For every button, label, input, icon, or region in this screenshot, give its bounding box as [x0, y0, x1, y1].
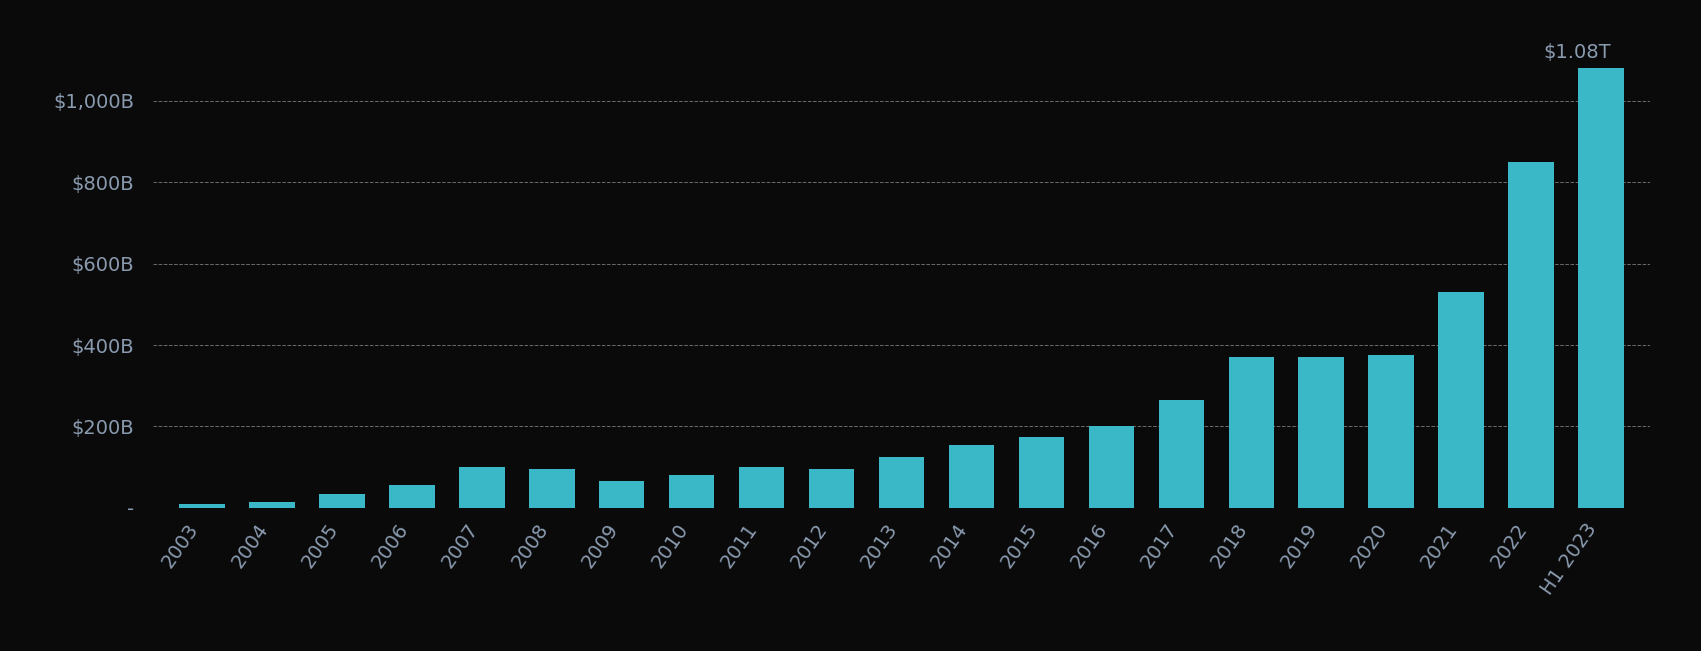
Bar [1298, 357, 1344, 508]
Bar [1019, 437, 1065, 508]
Bar [529, 469, 575, 508]
Bar [459, 467, 505, 508]
Bar [1509, 162, 1553, 508]
Bar [179, 504, 225, 508]
Bar [599, 481, 645, 508]
Bar [879, 457, 924, 508]
Bar [390, 486, 435, 508]
Bar [320, 493, 364, 508]
Bar [1228, 357, 1274, 508]
Text: $1.08T: $1.08T [1545, 43, 1611, 62]
Bar [1368, 355, 1414, 508]
Bar [738, 467, 784, 508]
Bar [1089, 426, 1135, 508]
Bar [668, 475, 714, 508]
Bar [1579, 68, 1624, 508]
Bar [1439, 292, 1483, 508]
Bar [250, 502, 294, 508]
Bar [810, 469, 854, 508]
Bar [1158, 400, 1204, 508]
Bar [949, 445, 993, 508]
